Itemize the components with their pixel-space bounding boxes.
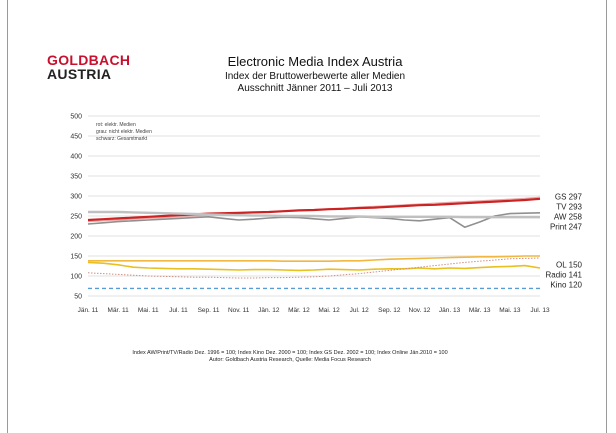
series-end-label-tv: TV 293 bbox=[556, 203, 582, 212]
logo-line-2: AUSTRIA bbox=[47, 66, 112, 82]
page-frame-left bbox=[7, 0, 8, 433]
x-tick-label: Mär. 12 bbox=[288, 307, 310, 314]
series-line-radio bbox=[87, 261, 541, 272]
y-tick-label: 450 bbox=[70, 134, 82, 141]
x-tick-label: Jän. 12 bbox=[258, 307, 280, 314]
x-tick-label: Jul. 13 bbox=[530, 307, 550, 314]
x-tick-label: Mai. 13 bbox=[499, 307, 521, 314]
chart-subtitle: Index der Bruttowerbewerte aller Medien … bbox=[180, 71, 450, 95]
subtitle-line-2: Ausschnitt Jänner 2011 – Juli 2013 bbox=[237, 83, 393, 94]
series-end-label-print: Print 247 bbox=[550, 223, 583, 232]
y-tick-label: 150 bbox=[70, 254, 82, 261]
footnote-line-1: Index AW/Print/TV/Radio Dez. 1996 = 100;… bbox=[132, 350, 448, 356]
series-line-aw bbox=[87, 212, 541, 228]
subtitle-line-1: Index der Bruttowerbewerte aller Medien bbox=[224, 71, 406, 82]
series-end-label-ol: OL 150 bbox=[556, 261, 582, 270]
x-tick-label: Sep. 12 bbox=[378, 307, 401, 314]
x-tick-label: Nov. 11 bbox=[228, 307, 250, 314]
series-end-label-kino: Kino 120 bbox=[550, 281, 582, 290]
y-tick-label: 50 bbox=[74, 294, 82, 301]
x-tick-label: Mär. 11 bbox=[108, 307, 130, 314]
series-end-label-aw: AW 258 bbox=[554, 213, 583, 222]
y-tick-label: 300 bbox=[70, 194, 82, 201]
x-tick-label: Mär. 13 bbox=[469, 307, 491, 314]
series-line-print bbox=[88, 210, 540, 219]
y-tick-label: 500 bbox=[70, 114, 82, 121]
y-tick-label: 400 bbox=[70, 154, 82, 161]
logo-line-1: GOLDBACH bbox=[47, 52, 131, 68]
y-tick-label: 100 bbox=[70, 274, 82, 281]
series-line-tv bbox=[87, 197, 541, 222]
page-frame-right bbox=[606, 0, 607, 433]
x-tick-label: Jul. 12 bbox=[350, 307, 370, 314]
x-tick-label: Mai. 11 bbox=[138, 307, 159, 314]
legend-line: schwarz: Gesamtmarkt bbox=[96, 136, 148, 142]
series-end-label-gs: GS 297 bbox=[555, 193, 583, 202]
legend-line: grau: nicht elektr. Medien bbox=[96, 129, 152, 135]
series-line-ol bbox=[88, 255, 540, 262]
goldbach-logo: GOLDBACH AUSTRIA bbox=[47, 53, 130, 81]
y-tick-label: 350 bbox=[70, 174, 82, 181]
x-tick-label: Mai. 12 bbox=[318, 307, 340, 314]
x-tick-label: Sep. 11 bbox=[198, 307, 220, 314]
legend-line: rot: elektr. Medien bbox=[96, 122, 136, 128]
footnote-line-2: Autor: Goldbach Austria Research, Quelle… bbox=[209, 357, 371, 364]
chart-title: Electronic Media Index Austria bbox=[227, 54, 403, 69]
x-tick-label: Nov. 12 bbox=[409, 307, 431, 314]
series-end-label-radio: Radio 141 bbox=[546, 271, 583, 280]
x-tick-label: Jän. 13 bbox=[439, 307, 461, 314]
footnote: Index AW/Print/TV/Radio Dez. 1996 = 100;… bbox=[90, 350, 490, 365]
y-tick-label: 250 bbox=[70, 214, 82, 221]
x-tick-label: Jän. 11 bbox=[78, 307, 99, 314]
x-tick-label: Jul. 11 bbox=[169, 307, 188, 314]
series-line-kino bbox=[87, 257, 541, 279]
y-tick-label: 200 bbox=[70, 234, 82, 241]
